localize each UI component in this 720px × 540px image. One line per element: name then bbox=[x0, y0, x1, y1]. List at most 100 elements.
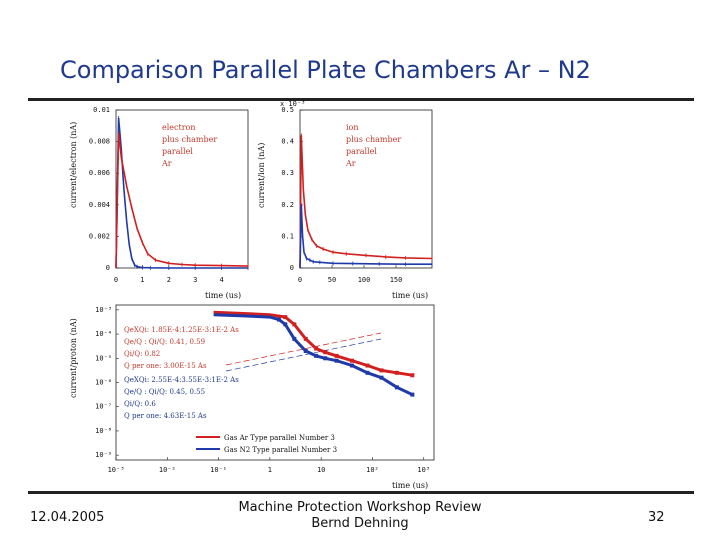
footer-workshop: Machine Protection Workshop Review bbox=[238, 500, 482, 515]
series-point bbox=[314, 346, 319, 351]
annotation-line: parallel bbox=[346, 147, 377, 156]
series-point bbox=[283, 322, 288, 327]
annotation-line: ion bbox=[346, 123, 359, 132]
footer-date: 12.04.2005 bbox=[30, 510, 105, 525]
series-point bbox=[410, 373, 415, 378]
ion-scale-label: x 10⁻³ bbox=[280, 100, 305, 108]
x-tick-label: 10³ bbox=[417, 466, 430, 474]
annotation-line: plus chamber bbox=[162, 135, 217, 144]
annotation-line: electron bbox=[162, 123, 196, 132]
series-point bbox=[365, 370, 370, 375]
footer-author: Bernd Dehning bbox=[311, 516, 409, 531]
series-line bbox=[213, 313, 414, 396]
series-point bbox=[394, 370, 399, 375]
series-point bbox=[350, 358, 355, 363]
x-tick-label: 10⁻³ bbox=[108, 466, 125, 474]
legend-key-red: Gas Ar Type parallel Number 3 bbox=[224, 434, 335, 442]
y-tick-label: 0.2 bbox=[281, 201, 294, 209]
fit-line-blue bbox=[225, 338, 382, 372]
annotation-line: Ar bbox=[345, 159, 356, 168]
y-tick-label: 10⁻⁹ bbox=[95, 451, 112, 459]
comparison-legend: QeXQi: 1.85E-4:1.25E-3:1E-2 As Qe/Q : Qi… bbox=[124, 326, 337, 454]
annotation-line: plus chamber bbox=[346, 135, 401, 144]
y-tick-label: 0.3 bbox=[281, 169, 294, 177]
y-tick-label: 0.004 bbox=[89, 201, 110, 209]
ion-annotation: ion plus chamber parallel Ar bbox=[345, 123, 401, 168]
page-number: 32 bbox=[648, 510, 665, 525]
x-tick-label: 4 bbox=[219, 276, 223, 284]
x-tick-label: 1 bbox=[268, 466, 272, 474]
series-point bbox=[410, 392, 415, 397]
y-tick-label: 0.5 bbox=[281, 106, 294, 114]
electron-plot-frame bbox=[115, 109, 249, 269]
y-tick-label: 0.006 bbox=[89, 169, 110, 177]
x-tick-label: 10 bbox=[317, 466, 325, 474]
series-point bbox=[292, 336, 297, 341]
series-line bbox=[213, 310, 413, 377]
electron-annotation: electron plus chamber parallel Ar bbox=[161, 123, 217, 168]
legend-red-line: Qe/Q : Qi/Q: 0.41, 0.59 bbox=[124, 338, 205, 346]
series-point bbox=[323, 356, 328, 361]
series-point bbox=[283, 315, 288, 320]
x-tick-label: 100 bbox=[358, 276, 371, 284]
series-point bbox=[303, 336, 308, 341]
x-tick-label: 1 bbox=[140, 276, 144, 284]
annotation-line: parallel bbox=[162, 147, 193, 156]
series-point bbox=[314, 353, 319, 358]
ion-ylabel: current/ion (nA) bbox=[257, 143, 266, 208]
ion-xlabel: time (us) bbox=[392, 291, 428, 300]
fit-line-red bbox=[225, 332, 382, 366]
chart-marks: 0 0.002 0.004 0.006 0.008 0.01 0 1 2 3 4 0 0.1 0.2 0.3… bbox=[89, 106, 433, 474]
series-point bbox=[394, 385, 399, 390]
y-tick-label: 0.002 bbox=[89, 232, 110, 240]
y-tick-label: 10⁻⁴ bbox=[95, 330, 112, 338]
title-rule bbox=[28, 98, 694, 101]
legend-blue-line: Qi/Q: 0.6 bbox=[124, 400, 156, 408]
annotation-line: Ar bbox=[161, 159, 172, 168]
electron-xlabel: time (us) bbox=[205, 291, 241, 300]
y-tick-label: 0.1 bbox=[281, 232, 294, 240]
legend-key-blue: Gas N2 Type parallel Number 3 bbox=[224, 446, 337, 454]
y-tick-label: 10⁻⁵ bbox=[95, 354, 112, 362]
legend-blue-line: Qe/Q : Qi/Q: 0.45, 0.55 bbox=[124, 388, 205, 396]
series-line bbox=[299, 135, 433, 269]
y-tick-label: 0.4 bbox=[281, 138, 294, 146]
x-tick-label: 50 bbox=[328, 276, 336, 284]
series-point bbox=[350, 363, 355, 368]
ion-plot-frame bbox=[299, 109, 433, 269]
y-tick-label: 0 bbox=[290, 264, 294, 272]
series-line bbox=[115, 133, 249, 269]
x-tick-label: 10² bbox=[366, 466, 379, 474]
series-point bbox=[292, 322, 297, 327]
x-tick-label: 0 bbox=[298, 276, 302, 284]
footer-rule bbox=[28, 491, 694, 494]
footer-center: Machine Protection Workshop Review Bernd… bbox=[230, 500, 490, 532]
x-tick-label: 10⁻² bbox=[159, 466, 176, 474]
slide-title: Comparison Parallel Plate Chambers Ar – … bbox=[60, 56, 591, 84]
comparison-xlabel: time (us) bbox=[392, 481, 428, 490]
x-tick-label: 150 bbox=[390, 276, 403, 284]
y-tick-label: 0.008 bbox=[89, 138, 110, 146]
y-tick-label: 0 bbox=[106, 264, 110, 272]
y-tick-label: 0.01 bbox=[93, 106, 110, 114]
comparison-ylabel: current/proton (nA) bbox=[69, 318, 78, 398]
legend-blue-line: Q per one: 4.63E-15 As bbox=[124, 412, 207, 420]
y-tick-label: 10⁻⁷ bbox=[95, 403, 112, 411]
y-tick-label: 10⁻⁸ bbox=[95, 427, 112, 435]
x-tick-label: 2 bbox=[167, 276, 171, 284]
series-point bbox=[365, 363, 370, 368]
series-point bbox=[334, 353, 339, 358]
series-point bbox=[379, 375, 384, 380]
y-tick-label: 10⁻³ bbox=[95, 306, 112, 314]
x-tick-label: 3 bbox=[193, 276, 197, 284]
series-point bbox=[334, 358, 339, 363]
legend-red-line: Qi/Q: 0.82 bbox=[124, 350, 160, 358]
y-tick-label: 10⁻⁶ bbox=[95, 379, 112, 387]
series-point bbox=[379, 368, 384, 373]
x-tick-label: 10⁻¹ bbox=[210, 466, 227, 474]
legend-blue-line: QeXQi: 2.55E-4:3.55E-3:1E-2 As bbox=[124, 376, 239, 384]
series-point bbox=[303, 349, 308, 354]
electron-ylabel: current/electron (nA) bbox=[69, 122, 78, 208]
series-point bbox=[276, 317, 281, 322]
